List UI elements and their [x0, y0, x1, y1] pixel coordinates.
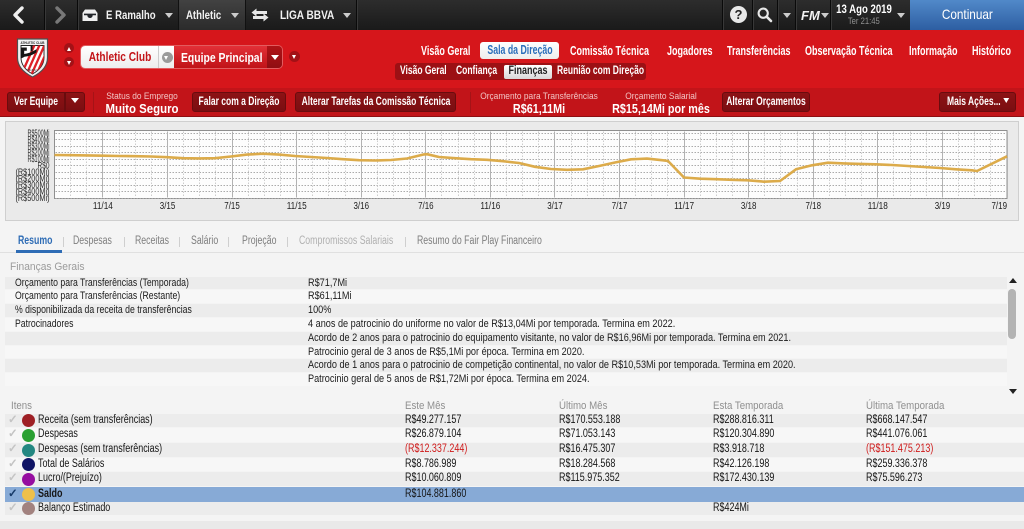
svg-text:3/19: 3/19 [935, 201, 951, 212]
svg-text:7/18: 7/18 [806, 201, 822, 212]
svg-text:3/17: 3/17 [547, 201, 563, 212]
svg-text:7/15: 7/15 [224, 201, 240, 212]
svg-text:(R$500Mi): (R$500Mi) [16, 193, 50, 204]
svg-text:BILBAO: BILBAO [27, 68, 38, 72]
svg-text:R$0: R$0 [38, 161, 50, 172]
svg-text:R$300Mi: R$300Mi [28, 141, 50, 152]
svg-text:7/17: 7/17 [612, 201, 628, 212]
svg-text:11/15: 11/15 [287, 201, 307, 212]
svg-text:3/16: 3/16 [354, 201, 370, 212]
svg-text:7/19: 7/19 [992, 201, 1008, 212]
svg-text:11/16: 11/16 [480, 201, 500, 212]
svg-text:(R$300Mi): (R$300Mi) [16, 180, 50, 191]
svg-text:3/18: 3/18 [741, 201, 757, 212]
svg-text:ATHLETIC CLUB: ATHLETIC CLUB [21, 41, 45, 45]
svg-text:11/14: 11/14 [93, 201, 113, 212]
svg-text:(R$200Mi): (R$200Mi) [16, 174, 50, 185]
svg-text:R$200Mi: R$200Mi [28, 148, 50, 159]
svg-text:3/15: 3/15 [160, 201, 176, 212]
svg-text:(R$100Mi): (R$100Mi) [16, 167, 50, 178]
svg-text:R$100Mi: R$100Mi [28, 154, 50, 165]
svg-text:11/17: 11/17 [674, 201, 694, 212]
svg-text:R$500Mi: R$500Mi [28, 128, 50, 139]
svg-text:(R$400Mi): (R$400Mi) [16, 187, 50, 198]
svg-text:7/16: 7/16 [418, 201, 434, 212]
svg-text:R$400Mi: R$400Mi [28, 135, 50, 146]
svg-text:11/18: 11/18 [868, 201, 888, 212]
